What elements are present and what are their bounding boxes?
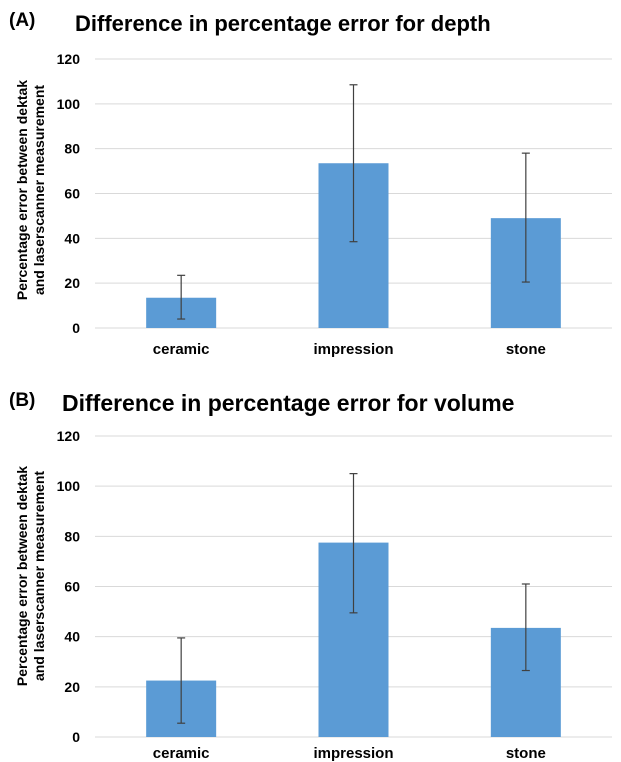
chart-panel-a: (A) Difference in percentage error for d… [0,0,621,378]
y-tick-label: 0 [72,729,80,745]
panel-label: (B) [9,390,36,411]
y-tick-label: 0 [72,320,80,336]
y-tick-label: 100 [57,478,81,494]
y-tick-label: 60 [64,579,80,595]
x-tick-label: stone [506,745,546,762]
y-tick-label: 60 [64,186,80,202]
x-tick-label: stone [506,341,546,358]
y-tick-label: 80 [64,141,80,157]
panel-label: (A) [9,10,36,31]
chart-title: Difference in percentage error for depth [75,11,491,36]
bar-chart-volume: 0 20 40 60 80 100 120 Percentage error between … [14,428,612,762]
y-tick-label: 80 [64,528,80,544]
y-tick-label: 40 [64,230,80,246]
y-tick-label: 100 [57,96,81,112]
bar-chart-depth: 0 20 40 60 80 100 120 Percentage error between … [14,51,612,358]
x-tick-label: ceramic [153,341,210,358]
y-axis-label: Percentage error between dektakand laser… [14,466,47,686]
x-tick-label: impression [313,745,393,762]
y-tick-label: 120 [57,51,81,67]
y-tick-label: 40 [64,629,80,645]
chart-panel-b: (B) Difference in percentage error for v… [0,380,621,762]
x-tick-label: ceramic [153,745,210,762]
chart-title: Difference in percentage error for volum… [62,390,515,416]
y-tick-label: 20 [64,275,80,291]
y-tick-label: 20 [64,679,80,695]
y-axis-label: Percentage error between dektakand laser… [14,80,47,300]
y-tick-label: 120 [57,428,81,444]
x-tick-label: impression [313,341,393,358]
